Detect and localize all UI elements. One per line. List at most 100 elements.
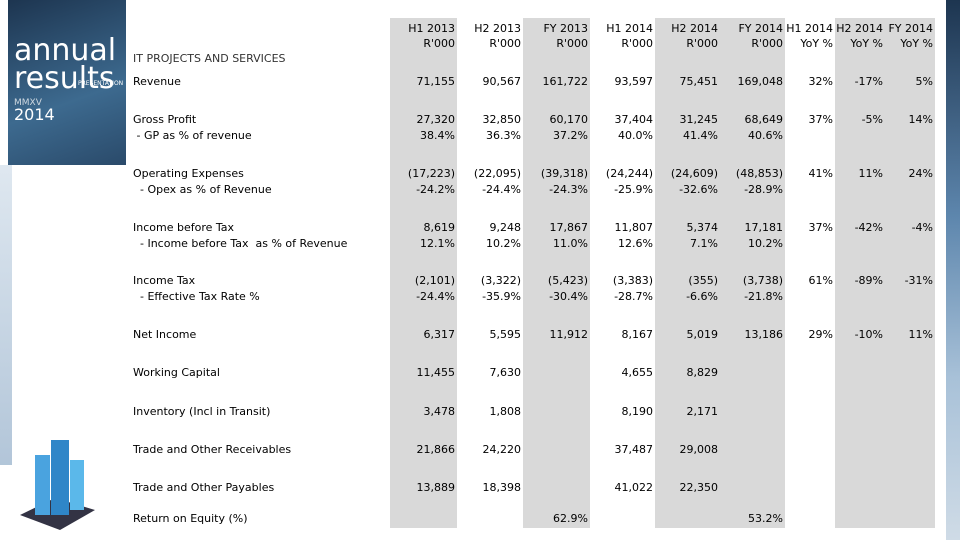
cell: 12.1%: [420, 237, 455, 250]
row-sublabel: - Opex as % of Revenue: [133, 183, 272, 196]
cell: 53.2%: [748, 512, 783, 525]
cell: 17,867: [549, 221, 589, 234]
column-unit: YoY %: [800, 37, 833, 50]
cell: 13,889: [416, 481, 456, 494]
cell: 11,807: [614, 221, 654, 234]
cell: 60,170: [549, 113, 589, 126]
column-unit: R'000: [423, 37, 455, 50]
cell: 68,649: [744, 113, 784, 126]
cell: 21,866: [416, 443, 456, 456]
row-label: Trade and Other Payables: [133, 481, 275, 494]
cell: 11%: [908, 328, 933, 341]
row-label: Revenue: [133, 75, 181, 88]
cell: 5%: [915, 75, 933, 88]
cell: 93,597: [614, 75, 654, 88]
column-unit: R'000: [621, 37, 653, 50]
cell: 10.2%: [486, 237, 521, 250]
cell: 7,630: [489, 366, 522, 379]
cell: 71,155: [416, 75, 456, 88]
column-header: H2 2013: [474, 22, 521, 35]
cell: 17,181: [744, 221, 784, 234]
cell: (355): [688, 274, 718, 287]
column-unit: R'000: [751, 37, 783, 50]
cell: 2,171: [686, 405, 719, 418]
cell: -35.9%: [482, 290, 521, 303]
cell: -24.4%: [416, 290, 455, 303]
cell: 7.1%: [690, 237, 718, 250]
column-shade: [655, 18, 720, 528]
cell: 8,829: [686, 366, 719, 379]
cell: 6,317: [423, 328, 456, 341]
column-shade: [523, 18, 590, 528]
cell: 4,655: [621, 366, 654, 379]
column-shade: [720, 18, 785, 528]
cell: 37,487: [614, 443, 654, 456]
row-label: Inventory (Incl in Transit): [133, 405, 271, 418]
column-header: H1 2013: [408, 22, 455, 35]
cell: (3,738): [742, 274, 783, 287]
column-shade: [885, 18, 935, 528]
row-label: Net Income: [133, 328, 197, 341]
cell: -89%: [854, 274, 883, 287]
cell: -4%: [911, 221, 933, 234]
cell: (3,322): [480, 274, 521, 287]
column-unit: R'000: [556, 37, 588, 50]
logo-panel: [8, 0, 126, 165]
logo-line2: results: [14, 61, 115, 96]
column-header: FY 2013: [543, 22, 588, 35]
cell: 75,451: [679, 75, 719, 88]
cell: 32%: [808, 75, 833, 88]
cell: 3,478: [423, 405, 456, 418]
logo-line1: annual: [14, 33, 117, 68]
row-label: Income Tax: [133, 274, 196, 287]
cell: 29,008: [679, 443, 719, 456]
cell: 8,167: [621, 328, 654, 341]
cell: (24,609): [670, 167, 718, 180]
column-unit: YoY %: [900, 37, 933, 50]
cell: 8,190: [621, 405, 654, 418]
cell: 37%: [808, 221, 833, 234]
cell: 24%: [908, 167, 933, 180]
row-label: Gross Profit: [133, 113, 197, 126]
cell: (17,223): [407, 167, 455, 180]
right-strip: [946, 0, 960, 540]
cell: 29%: [808, 328, 833, 341]
cell: 11%: [858, 167, 883, 180]
cell: 40.6%: [748, 129, 783, 142]
cell: 90,567: [482, 75, 522, 88]
column-header: FY 2014: [738, 22, 783, 35]
cell: 37%: [808, 113, 833, 126]
cell: -24.2%: [416, 183, 455, 196]
cell: 62.9%: [553, 512, 588, 525]
cell: 41%: [808, 167, 833, 180]
column-header: H1 2014: [606, 22, 653, 35]
cell: 38.4%: [420, 129, 455, 142]
row-label: Income before Tax: [133, 221, 235, 234]
cell: 31,245: [679, 113, 719, 126]
column-shade: [835, 18, 885, 528]
cell: 37.2%: [553, 129, 588, 142]
cell: 37,404: [614, 113, 654, 126]
cell: -28.7%: [614, 290, 653, 303]
cell: 11.0%: [553, 237, 588, 250]
cell: 8,619: [423, 221, 456, 234]
column-unit: R'000: [686, 37, 718, 50]
cell: (39,318): [540, 167, 588, 180]
cell: 169,048: [737, 75, 784, 88]
cell: 36.3%: [486, 129, 521, 142]
logo-year: 2014: [14, 105, 55, 124]
cell: -25.9%: [614, 183, 653, 196]
row-sublabel: - GP as % of revenue: [133, 129, 252, 142]
cell: -32.6%: [679, 183, 718, 196]
cell: -30.4%: [549, 290, 588, 303]
column-header: H2 2014: [836, 22, 883, 35]
cell: 24,220: [482, 443, 522, 456]
cell: -42%: [854, 221, 883, 234]
cell: 161,722: [542, 75, 589, 88]
cell: 13,186: [744, 328, 784, 341]
building-icon: [20, 440, 95, 530]
cell: 41.4%: [683, 129, 718, 142]
cell: (48,853): [735, 167, 783, 180]
column-header: H2 2014: [671, 22, 718, 35]
